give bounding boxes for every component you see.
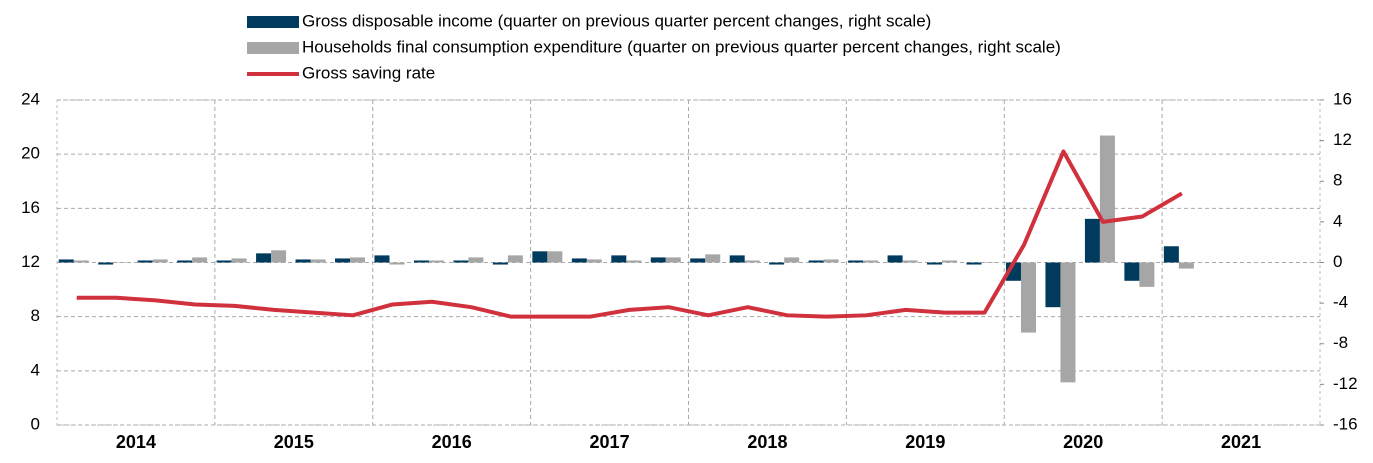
x-tick-label: 2020 [1063,432,1103,452]
y2-tick-label: -12 [1333,374,1358,393]
bar [547,251,563,263]
legend-label: Gross disposable income (quarter on prev… [302,11,931,30]
bar [1084,218,1100,263]
y2-tick-label: 0 [1333,252,1342,271]
y2-tick-label: 8 [1333,171,1342,190]
bar [177,260,193,263]
y2-tick-label: 16 [1333,89,1352,108]
y2-tick-label: -4 [1333,293,1348,312]
y-tick-label: 0 [31,414,40,433]
bar [492,262,508,265]
bar [981,262,997,263]
bar [705,254,721,263]
bar [1139,262,1155,287]
bar [571,258,587,263]
bar [192,257,208,263]
legend-label: Households final consumption expenditure… [302,37,1061,56]
bar [152,259,168,263]
bar [942,260,958,263]
y2-tick-label: -8 [1333,333,1348,352]
bar [413,260,429,263]
bar [823,259,839,263]
bar [665,257,681,263]
bar [808,260,824,263]
bar [389,262,405,265]
bar [453,260,469,263]
bar [350,257,366,263]
y-tick-label: 16 [21,198,40,217]
bar [98,262,114,265]
x-tick-label: 2017 [590,432,630,452]
bar [58,259,74,263]
bar [848,260,864,263]
bar [468,257,484,263]
bar [1045,262,1061,308]
bar [73,260,89,263]
line [76,149,1183,319]
bar [256,253,272,263]
bar [586,259,602,263]
x-tick-label: 2021 [1221,432,1261,452]
legend-swatch [247,42,299,54]
bar [216,260,232,263]
bar [1060,262,1076,383]
bar [1178,262,1194,269]
bar [428,260,444,263]
bar [1163,246,1179,263]
bar [744,260,760,263]
bar [137,260,153,263]
y2-tick-label: 4 [1333,211,1342,230]
x-tick-label: 2018 [747,432,787,452]
x-tick-label: 2016 [432,432,472,452]
bar [335,258,351,263]
y-tick-label: 8 [31,306,40,325]
bar [769,262,785,265]
bar [295,259,311,263]
bar [374,255,390,263]
bar [310,259,326,263]
bar [690,258,706,263]
legend-swatch [247,16,299,28]
x-tick-label: 2019 [905,432,945,452]
y-tick-label: 12 [21,252,40,271]
x-tick-label: 2015 [274,432,314,452]
bar [650,257,666,263]
bar [231,258,247,263]
y-tick-label: 4 [31,360,40,379]
y-tick-label: 24 [21,89,40,108]
legend-label: Gross saving rate [302,63,435,82]
bar [863,260,879,263]
bar [887,255,903,263]
bar [532,251,548,263]
bar [1124,262,1140,281]
bar [729,255,745,263]
bar [784,257,800,263]
bar [113,262,129,263]
bar [1020,262,1036,333]
bar [927,262,943,265]
x-tick-label: 2014 [116,432,156,452]
y2-tick-label: 12 [1333,130,1352,149]
bar [626,260,642,263]
bar [271,250,287,263]
bar [902,260,918,263]
bar [1099,135,1115,263]
y2-tick-label: -16 [1333,414,1358,433]
bar [611,255,627,263]
bar [966,262,982,265]
bar [507,255,523,263]
y-tick-label: 20 [21,144,40,163]
